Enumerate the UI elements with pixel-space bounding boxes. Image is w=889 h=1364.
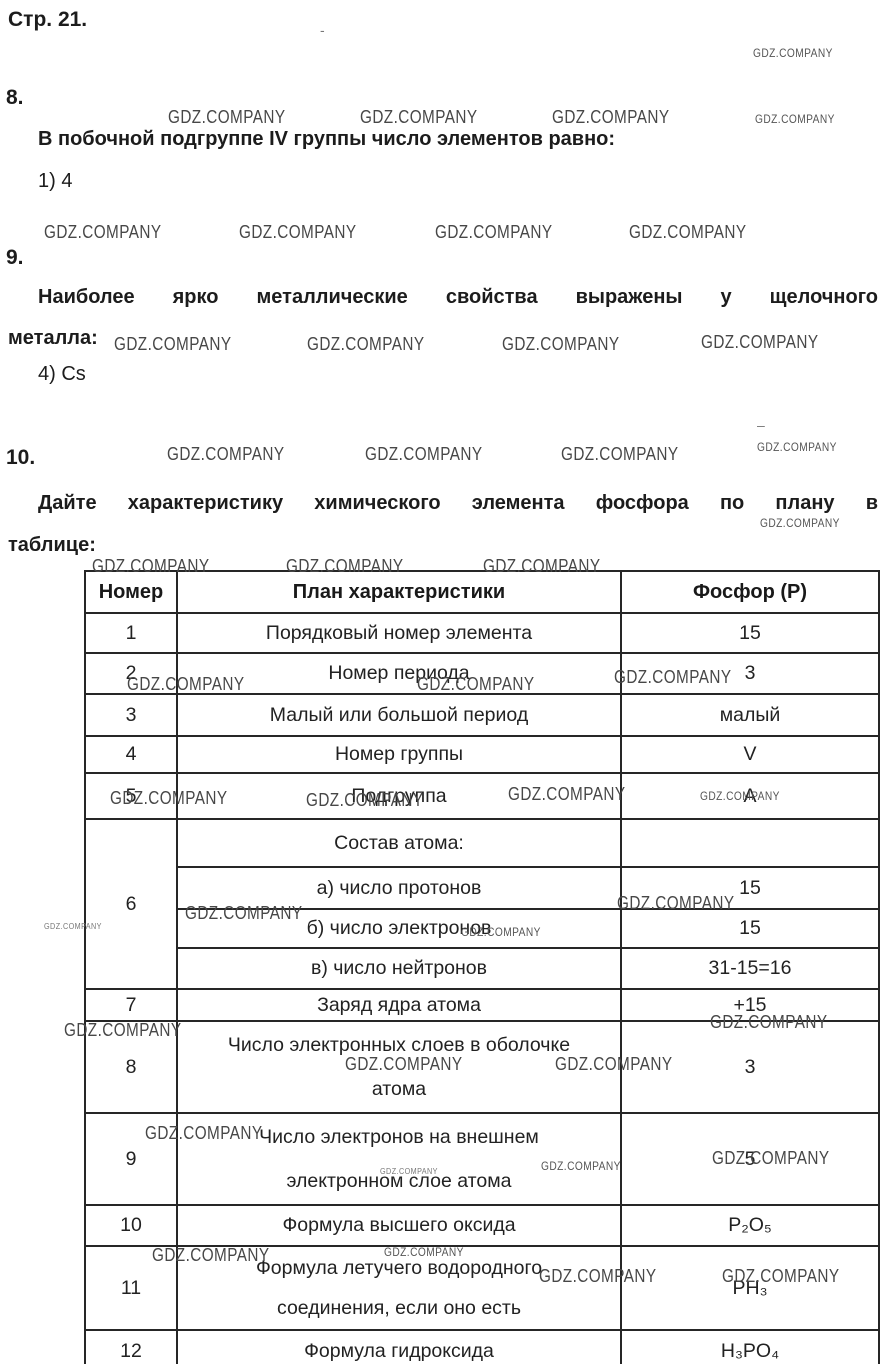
page-title: Стр. 21. [8, 8, 88, 31]
question-9-answer: 4) Cs [38, 363, 86, 385]
plan-cell: Состав атома: [176, 818, 622, 868]
col-header-plan: План характеристики [176, 570, 622, 614]
row-number: 1 [84, 612, 178, 654]
value-cell: 3 [620, 1020, 880, 1114]
value-cell: 15 [620, 612, 880, 654]
col-header-element: Фосфор (P) [620, 570, 880, 614]
watermark: GDZ.COMPANY [552, 107, 670, 127]
table-row: 7 Заряд ядра атома +15 [84, 988, 880, 1022]
table-row: 1 Порядковый номер элемента 15 [84, 612, 880, 654]
row-number: 4 [84, 735, 178, 774]
value-cell [620, 818, 880, 868]
characteristics-table: Номер План характеристики Фосфор (P) 1 П… [84, 570, 880, 1364]
value-cell: H₃PO₄ [620, 1329, 880, 1364]
plan-cell: Порядковый номер элемента [176, 612, 622, 654]
watermark: GDZ.COMPANY [168, 107, 286, 127]
stray-dash-mark: - [320, 22, 325, 38]
row-number: 6 [84, 818, 178, 990]
row-number: 5 [84, 772, 178, 820]
question-8-number: 8. [6, 86, 24, 109]
table-row: 12 Формула гидроксида H₃PO₄ [84, 1329, 880, 1364]
watermark: GDZ.COMPANY [561, 444, 679, 464]
value-cell: A [620, 772, 880, 820]
table-row: 10 Формула высшего оксида P₂O₅ [84, 1204, 880, 1247]
plan-cell: Заряд ядра атома [176, 988, 622, 1022]
value-cell: 15 [620, 866, 880, 910]
table-subrow: в) число нейтронов 31-15=16 [85, 947, 880, 990]
row-number: 10 [84, 1204, 178, 1247]
question-9-text-line-1: Наиболее ярко металлические свойства выр… [38, 286, 878, 308]
plan-cell: Малый или большой период [176, 693, 622, 737]
plan-cell: Номер группы [176, 735, 622, 774]
value-cell: 5 [620, 1112, 880, 1206]
question-9-text-line-2: металла: [8, 327, 98, 349]
table-subrow: а) число протонов 15 [85, 866, 880, 910]
table-row-group-6: 6 Состав атома: [84, 818, 880, 990]
plan-cell: Формула высшего оксида [176, 1204, 622, 1247]
plan-cell: Формула гидроксида [176, 1329, 622, 1364]
watermark: GDZ.COMPANY [360, 107, 478, 127]
plan-cell: Номер периода [176, 652, 622, 695]
table-row: 9 Число электронов на внешнем электронно… [84, 1112, 880, 1206]
row-number: 11 [84, 1245, 178, 1331]
table-row: 2 Номер периода 3 [84, 652, 880, 695]
watermark: GDZ.COMPANY [239, 222, 357, 242]
plan-cell: Подгруппа [176, 772, 622, 820]
stray-dash-mark: – [757, 417, 765, 433]
value-cell: +15 [620, 988, 880, 1022]
value-cell: V [620, 735, 880, 774]
row-number: 3 [84, 693, 178, 737]
col-header-number: Номер [84, 570, 178, 614]
row-number: 7 [84, 988, 178, 1022]
question-9-number: 9. [6, 246, 24, 269]
row-number: 9 [84, 1112, 178, 1206]
table-subrow: б) число электронов 15 [85, 908, 880, 949]
watermark: GDZ.COMPANY [167, 444, 285, 464]
value-cell: 3 [620, 652, 880, 695]
plan-cell: Формула летучего водородного соединения,… [176, 1245, 622, 1331]
question-10-text-line-2: таблице: [8, 534, 96, 556]
question-10-number: 10. [6, 446, 36, 469]
value-cell: 15 [620, 908, 880, 949]
table-row: 11 Формула летучего водородного соединен… [84, 1245, 880, 1331]
plan-cell: а) число протонов [176, 866, 622, 910]
watermark: GDZ.COMPANY [365, 444, 483, 464]
table-row: 4 Номер группы V [84, 735, 880, 774]
plan-cell: Число электронных слоев в оболочке атома [176, 1020, 622, 1114]
table-row: 8 Число электронных слоев в оболочке ато… [84, 1020, 880, 1114]
watermark: GDZ.COMPANY [757, 440, 837, 454]
row-number: 12 [84, 1329, 178, 1364]
watermark: GDZ.COMPANY [435, 222, 553, 242]
question-8-text: В побочной подгруппе IV группы число эле… [38, 128, 616, 150]
plan-cell: б) число электронов [176, 908, 622, 949]
plan-cell: в) число нейтронов [176, 947, 622, 990]
row-number: 2 [84, 652, 178, 695]
watermark: GDZ.COMPANY [629, 222, 747, 242]
plan-cell: Число электронов на внешнем электронном … [176, 1112, 622, 1206]
value-cell: малый [620, 693, 880, 737]
value-cell: 31-15=16 [620, 947, 880, 990]
table-row: 5 Подгруппа A [84, 772, 880, 820]
question-10-text-line-1: Дайте характеристику химического элемент… [38, 492, 878, 514]
value-cell: PH₃ [620, 1245, 880, 1331]
row-number: 8 [84, 1020, 178, 1114]
watermark: GDZ.COMPANY [755, 112, 835, 126]
watermark: GDZ.COMPANY [44, 222, 162, 242]
watermark: GDZ.COMPANY [753, 46, 833, 60]
watermark: GDZ.COMPANY [760, 516, 840, 530]
table-row: 3 Малый или большой период малый [84, 693, 880, 737]
value-cell: P₂O₅ [620, 1204, 880, 1247]
question-8-answer: 1) 4 [38, 170, 73, 192]
